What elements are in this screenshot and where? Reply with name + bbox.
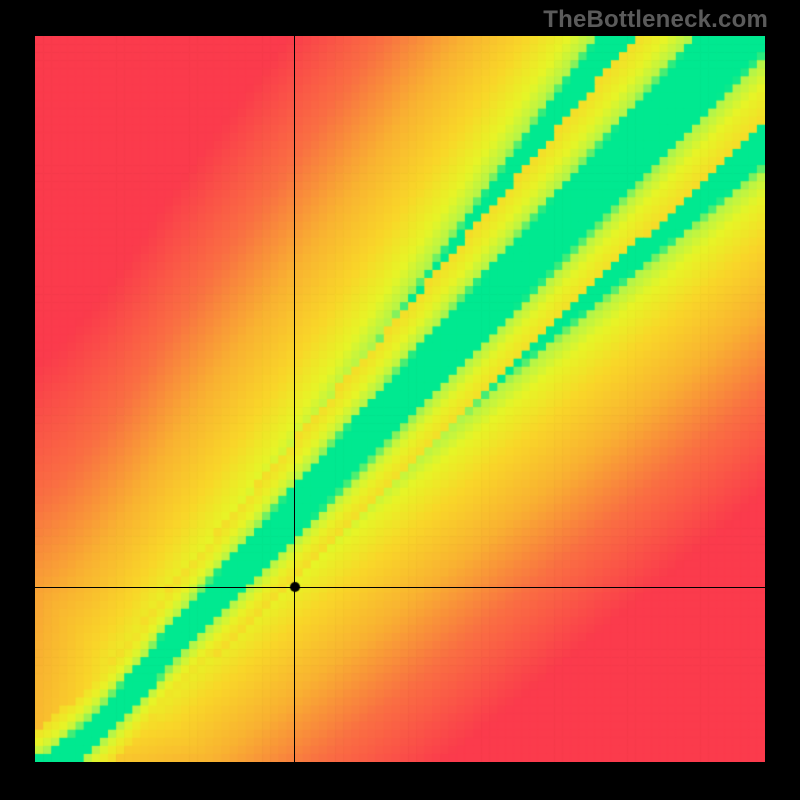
bottleneck-heatmap <box>35 36 765 762</box>
crosshair-marker <box>289 581 301 593</box>
watermark-text: TheBottleneck.com <box>543 6 768 34</box>
crosshair-vertical <box>294 36 295 762</box>
crosshair-horizontal <box>35 587 765 588</box>
